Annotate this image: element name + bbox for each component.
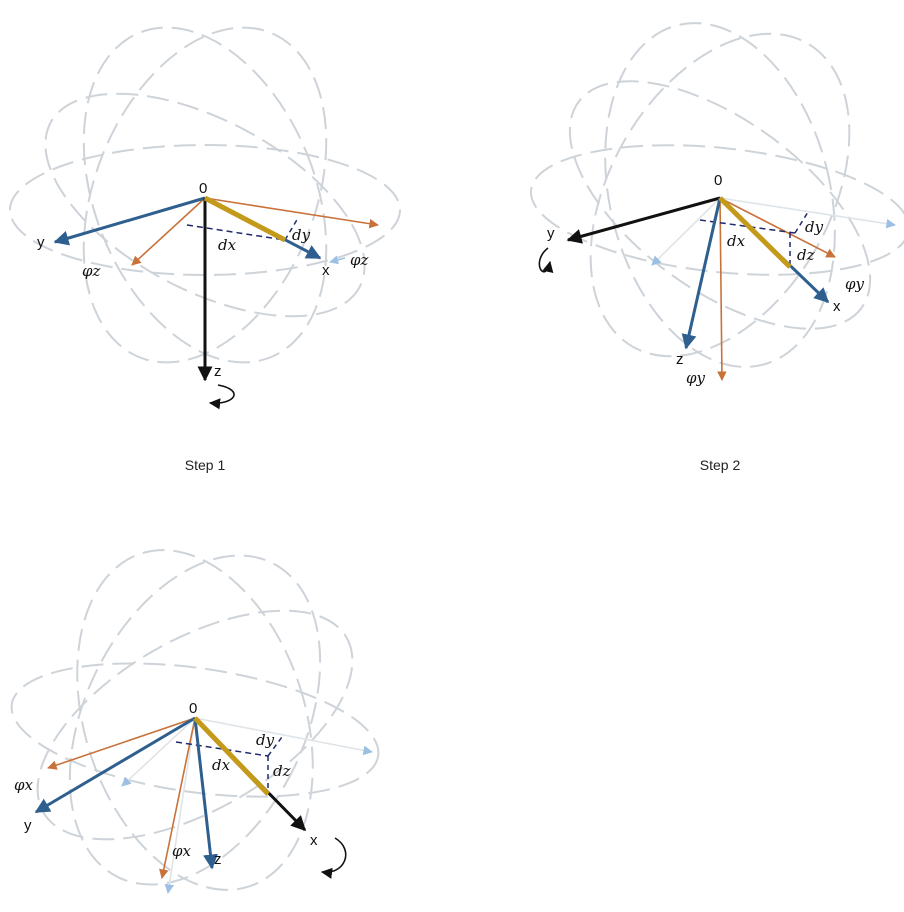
y-label: y bbox=[547, 225, 555, 242]
axes bbox=[566, 196, 896, 381]
displacement-bar bbox=[193, 716, 270, 796]
light-axis-2 bbox=[651, 197, 721, 266]
y-label: y bbox=[37, 234, 45, 251]
origin-label: 0 bbox=[189, 700, 197, 717]
x-label: x bbox=[833, 298, 841, 315]
phi-label-left: φz bbox=[82, 262, 101, 280]
step-caption: Step 2 bbox=[700, 457, 741, 473]
origin-label: 0 bbox=[199, 180, 207, 197]
dy-dashed-line bbox=[794, 211, 809, 234]
y-label: y bbox=[24, 817, 32, 834]
phi-label-bottom: φy bbox=[686, 369, 706, 387]
panel-step2: 0 y x z dx dy dz φy φy Step 2 bbox=[529, 22, 904, 473]
dy-dashed-line bbox=[267, 736, 283, 757]
dz-label: dz bbox=[273, 762, 291, 780]
panel-step3: 0 y x z dx dy dz φx φx bbox=[10, 549, 380, 894]
phi-label-left: φx bbox=[14, 776, 34, 794]
z-label: z bbox=[676, 351, 684, 368]
y-axis bbox=[34, 716, 196, 814]
orange-y-axis bbox=[47, 717, 196, 770]
phi-label-right: φy bbox=[845, 275, 865, 293]
orange-x-axis bbox=[204, 197, 379, 229]
orange-y-axis bbox=[131, 197, 206, 266]
y-axis bbox=[53, 196, 206, 246]
step-caption: Step 1 bbox=[185, 457, 226, 473]
y-axis bbox=[566, 196, 721, 244]
dy-label: dy bbox=[292, 226, 311, 244]
light-axis-3 bbox=[164, 717, 196, 894]
dx-dashed-line bbox=[175, 741, 269, 757]
dy-dashed-line bbox=[284, 217, 299, 241]
rotation-arrow-icon bbox=[208, 384, 235, 410]
light-axis-2 bbox=[121, 717, 196, 787]
dx-dashed-line bbox=[186, 224, 286, 241]
rotation-arrow-icon bbox=[320, 837, 347, 879]
dx-label: dx bbox=[212, 756, 231, 774]
axes bbox=[34, 716, 373, 894]
dx-label: dx bbox=[727, 232, 746, 250]
axes bbox=[53, 195, 379, 382]
panel-step1: 0 y x z dx dy φz φz Step 1 bbox=[9, 26, 401, 473]
z-label: z bbox=[214, 851, 222, 868]
dx-label: dx bbox=[218, 236, 237, 254]
orange-z-axis bbox=[717, 197, 727, 381]
z-axis bbox=[193, 717, 218, 870]
light-axis-1 bbox=[719, 197, 896, 229]
dy-label: dy bbox=[805, 218, 824, 236]
displacement-bar bbox=[203, 195, 287, 243]
light-axis-1 bbox=[194, 717, 373, 756]
dy-label: dy bbox=[256, 731, 275, 749]
z-label: z bbox=[214, 363, 222, 380]
light-arrow bbox=[329, 255, 346, 265]
displacement-bar bbox=[718, 196, 792, 269]
x-label: x bbox=[322, 262, 330, 279]
z-axis bbox=[681, 197, 722, 350]
dz-label: dz bbox=[797, 246, 815, 264]
gimbal-rings bbox=[10, 549, 380, 891]
rotation-arrow-icon bbox=[538, 247, 554, 274]
origin-label: 0 bbox=[714, 172, 722, 189]
x-label: x bbox=[310, 832, 318, 849]
gimbal-rings bbox=[529, 22, 904, 368]
orange-x-axis bbox=[719, 197, 836, 258]
phi-label-right: φz bbox=[350, 251, 369, 269]
phi-label-bottom: φx bbox=[172, 842, 192, 860]
